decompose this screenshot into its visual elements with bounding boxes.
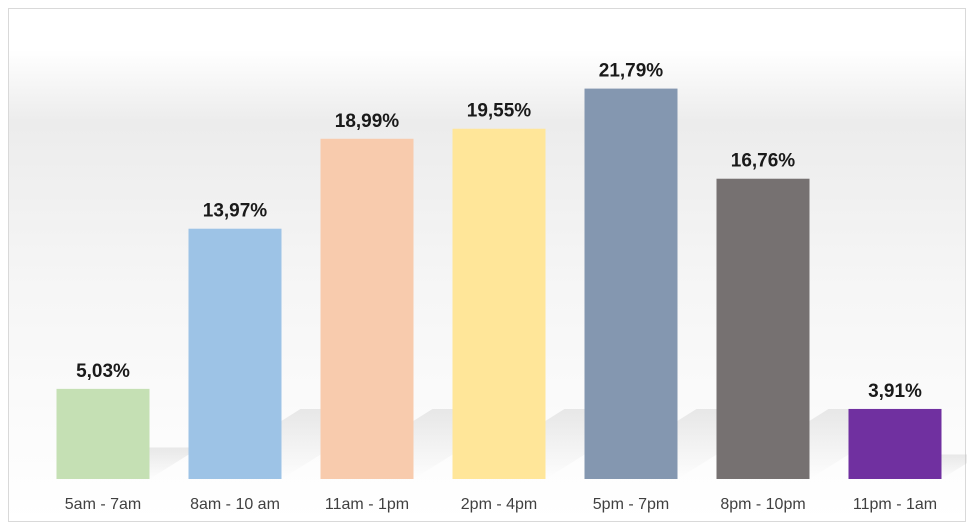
bar-chart: 5,03% 13,97% 18,99% 19,55% 21,79% 16,76% 3,91%… [56,61,967,513]
x-tick-label-7: 11pm - 1am [853,496,937,513]
bar-1 [56,388,150,479]
x-tick-label-1: 5am - 7am [65,496,141,513]
data-label-2: 13,97% [203,201,268,222]
data-label-7: 3,91% [868,381,922,402]
data-label-5: 21,79% [599,61,664,82]
bar-4 [452,128,546,479]
data-label-4: 19,55% [467,101,532,122]
data-label-3: 18,99% [335,111,400,132]
data-label-6: 16,76% [731,151,796,172]
x-tick-label-2: 8am - 10 am [190,496,280,513]
x-tick-label-3: 11am - 1pm [325,496,409,513]
bar-5 [584,88,678,480]
x-tick-label-4: 2pm - 4pm [461,496,537,513]
x-tick-label-5: 5pm - 7pm [593,496,669,513]
bar-2 [188,228,282,479]
bar-6 [716,178,810,479]
chart-area: 5,03% 13,97% 18,99% 19,55% 21,79% 16,76% 3,91%… [8,8,967,522]
bar-3 [320,138,414,479]
x-tick-label-6: 8pm - 10pm [720,496,805,513]
bar-7 [848,408,942,479]
data-label-1: 5,03% [76,361,130,382]
